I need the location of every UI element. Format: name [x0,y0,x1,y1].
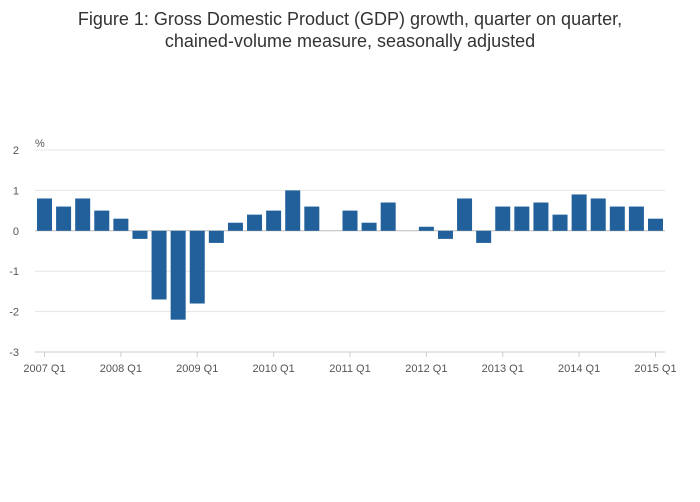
grid-lines [35,149,665,353]
bar-2007-q2 [56,206,72,231]
bar-2008-q1 [113,218,129,231]
bar-2010-q1 [266,210,282,231]
bar-2011-q3 [380,202,396,231]
bar-2010-q2 [285,190,301,231]
bar-2007-q3 [75,198,91,231]
bar-2012-q3 [457,198,473,231]
bar-2010-q3 [304,206,320,231]
bar-2013-q4 [552,214,568,231]
bar-2012-q4 [476,230,492,243]
bar-2009-q4 [247,214,263,231]
chart-title-line-2: chained-volume measure, seasonally adjus… [164,31,536,51]
bar-2008-q3 [151,230,167,300]
x-tick-label: 2014 Q1 [558,363,600,375]
bar-2012-q2 [437,230,453,239]
x-tick-label: 2011 Q1 [329,363,370,375]
bar-2015-q1 [648,218,663,231]
bar-2009-q3 [227,222,243,231]
bar-2009-q2 [208,230,224,243]
y-tick-label: -2 [9,307,19,319]
bar-2014-q3 [609,206,625,231]
y-tick-label: -3 [9,347,19,359]
y-axis-unit-label: % [35,138,45,150]
y-tick-label: -1 [9,266,19,278]
bar-series [37,190,663,320]
bar-2014-q4 [628,206,644,231]
bar-2014-q1 [571,194,587,231]
y-tick-label: 0 [13,226,19,238]
bar-2008-q4 [170,230,186,320]
bar-2013-q1 [495,206,511,231]
y-tick-label: 1 [13,185,19,197]
y-tick-label: 2 [13,145,19,157]
x-tick-label: 2008 Q1 [100,363,142,375]
bar-2011-q2 [361,222,377,231]
bar-2011-q1 [342,210,358,231]
chart-title-line-1: Figure 1: Gross Domestic Product (GDP) g… [77,9,623,29]
bar-2014-q2 [590,198,606,231]
bar-2007-q4 [94,210,110,231]
x-tick-label: 2007 Q1 [23,363,65,375]
x-tick-label: 2012 Q1 [405,363,447,375]
y-axis-ticks: 2 1 0 -1 -2 -3 [9,145,19,359]
x-tick-label: 2015 Q1 [634,363,676,375]
x-axis-ticks: 2007 Q1 2008 Q1 2009 Q1 2010 Q1 2011 Q1 2012 … [23,352,677,375]
bar-2009-q1 [189,230,205,304]
chart-title: Figure 1: Gross Domestic Product (GDP) g… [0,8,700,52]
bar-2013-q3 [533,202,549,231]
bar-2007-q1 [37,198,52,231]
bar-2012-q1 [418,226,434,231]
x-tick-label: 2013 Q1 [482,363,524,375]
bar-2008-q2 [132,230,148,239]
x-tick-label: 2010 Q1 [253,363,295,375]
bar-2013-q2 [514,206,530,231]
x-tick-label: 2009 Q1 [176,363,218,375]
